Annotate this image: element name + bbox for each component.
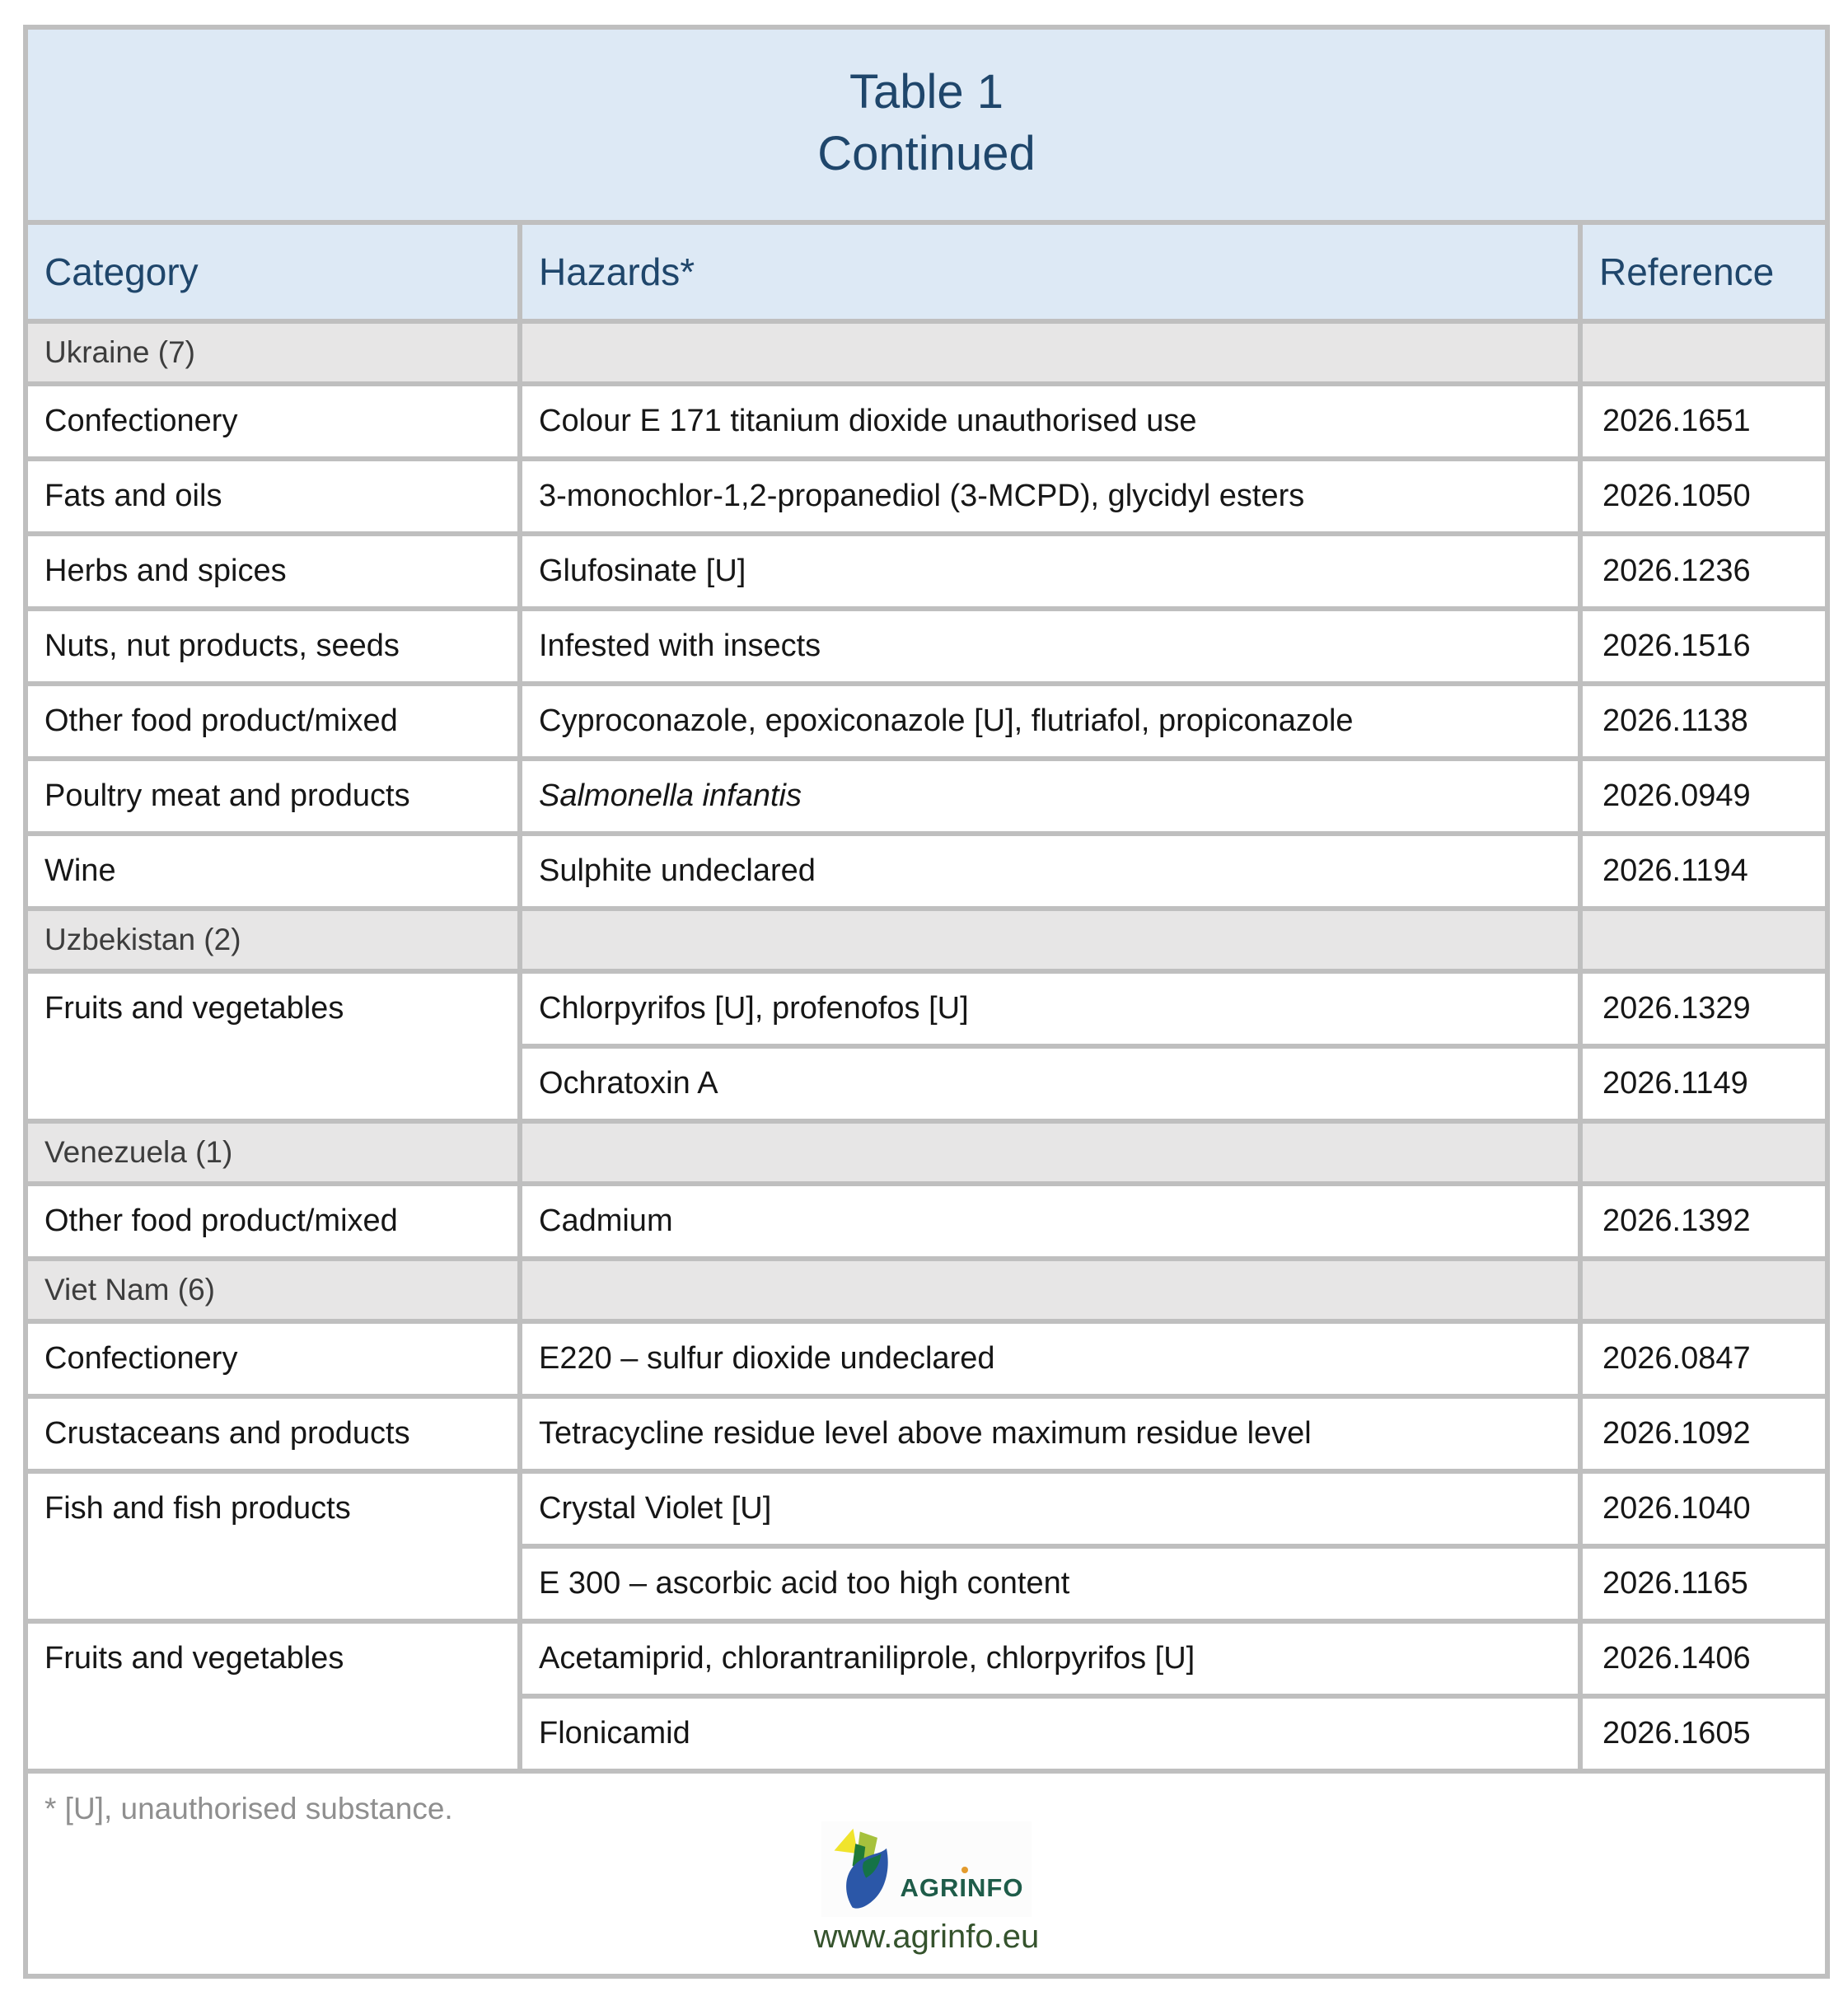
reference-cell: 2026.0847 <box>1577 1318 1831 1399</box>
hazard-cell: Cadmium <box>517 1180 1583 1261</box>
category-cell: Herbs and spices <box>23 531 522 611</box>
agrinfo-brand-text: AGRINFO <box>901 1866 1024 1900</box>
footnote: * [U], unauthorised substance. <box>44 1791 453 1825</box>
agrinfo-logo-icon <box>834 1828 888 1909</box>
section-empty-reference <box>1577 905 1831 974</box>
section-label: Viet Nam (6) <box>23 1255 522 1324</box>
hazard-cell: Chlorpyrifos [U], profenofos [U] <box>517 968 1583 1049</box>
category-cell: Other food product/mixed <box>23 680 522 761</box>
hazard-cell: Crystal Violet [U] <box>517 1468 1583 1549</box>
hazard-cell: Infested with insects <box>517 605 1583 686</box>
reference-cell: 2026.1329 <box>1577 968 1831 1049</box>
category-cell: Confectionery <box>23 381 522 461</box>
table-title-line1: Table 1 <box>849 65 1004 119</box>
reference-cell: 2026.1040 <box>1577 1468 1831 1549</box>
column-header-row: Category Hazards* Reference <box>23 219 1831 324</box>
table-row: Poultry meat and products Salmonella infa… <box>23 755 1831 836</box>
table-row: Crustaceans and products Tetracycline res… <box>23 1393 1831 1474</box>
section-empty-reference <box>1577 1118 1831 1186</box>
section-empty-hazard <box>517 1118 1583 1186</box>
section-empty-hazard <box>517 318 1583 386</box>
category-cell: Nuts, nut products, seeds <box>23 605 522 686</box>
table-row: Fish and fish products Crystal Violet [U]… <box>23 1468 1831 1624</box>
category-cell: Wine <box>23 830 522 911</box>
table-row: Wine Sulphite undeclared 2026.1194 <box>23 830 1831 911</box>
reference-cell: 2026.0949 <box>1577 755 1831 836</box>
hazard-cell: Cyproconazole, epoxiconazole [U], flutri… <box>517 680 1583 761</box>
column-header-category: Category <box>23 219 522 324</box>
brand-i-dot-icon <box>961 1866 968 1873</box>
section-label: Venezuela (1) <box>23 1118 522 1186</box>
reference-cell: 2026.1149 <box>1577 1043 1831 1124</box>
hazard-cell: E 300 – ascorbic acid too high content <box>517 1543 1583 1624</box>
category-cell: Fruits and vegetables <box>23 1618 522 1774</box>
table-row: Confectionery Colour E 171 titanium dioxi… <box>23 381 1831 461</box>
table-title: Table 1 Continued <box>22 25 1831 225</box>
column-header-hazards: Hazards* <box>517 219 1583 324</box>
section-label: Uzbekistan (2) <box>23 905 522 974</box>
section-row: Uzbekistan (2) <box>23 905 1831 974</box>
hazard-cell: Glufosinate [U] <box>517 531 1583 611</box>
table-footer-row: * [U], unauthorised substance. AGRINFO <box>22 1768 1831 1979</box>
reference-cell: 2026.1605 <box>1577 1693 1831 1774</box>
table-title-line2: Continued <box>817 127 1036 181</box>
table-row: Fruits and vegetables Chlorpyrifos [U], p… <box>23 968 1831 1124</box>
section-empty-hazard <box>517 1255 1583 1324</box>
reference-cell: 2026.1236 <box>1577 531 1831 611</box>
table-row: E 300 – ascorbic acid too high content 20… <box>26 1543 1831 1624</box>
table-body: Ukraine (7) Confectionery Colour E 171 tit… <box>23 318 1831 1774</box>
hazard-cell: Ochratoxin A <box>517 1043 1583 1124</box>
hazards-table: Table 1 Continued Category Hazards* Refe… <box>22 25 1831 1979</box>
reference-cell: 2026.1092 <box>1577 1393 1831 1474</box>
agrinfo-url: www.agrinfo.eu <box>813 1918 1040 1955</box>
reference-cell: 2026.1392 <box>1577 1180 1831 1261</box>
hazard-cell: 3-monochlor-1,2-propanediol (3-MCPD), gl… <box>517 456 1583 536</box>
category-cell: Poultry meat and products <box>23 755 522 836</box>
section-empty-hazard <box>517 905 1583 974</box>
reference-cell: 2026.1138 <box>1577 680 1831 761</box>
category-cell: Confectionery <box>23 1318 522 1399</box>
section-row: Venezuela (1) <box>23 1118 1831 1186</box>
reference-cell: 2026.1050 <box>1577 456 1831 536</box>
category-cell: Fats and oils <box>23 456 522 536</box>
table-row: Flonicamid 2026.1605 <box>26 1693 1831 1774</box>
section-label: Ukraine (7) <box>23 318 522 386</box>
agrinfo-logo: AGRINFO <box>821 1821 1032 1917</box>
section-empty-reference <box>1577 318 1831 386</box>
section-row: Ukraine (7) <box>23 318 1831 386</box>
table-row: Herbs and spices Glufosinate [U] 2026.1236 <box>23 531 1831 611</box>
section-empty-reference <box>1577 1255 1831 1324</box>
table-footer: * [U], unauthorised substance. AGRINFO <box>22 1768 1831 1979</box>
table-row: Fruits and vegetables Acetamiprid, chlora… <box>23 1618 1831 1774</box>
table-row: Other food product/mixed Cadmium 2026.1392 <box>23 1180 1831 1261</box>
table-row: Nuts, nut products, seeds Infested with i… <box>23 605 1831 686</box>
hazard-cell: Sulphite undeclared <box>517 830 1583 911</box>
category-cell: Other food product/mixed <box>23 1180 522 1261</box>
hazard-cell: E220 – sulfur dioxide undeclared <box>517 1318 1583 1399</box>
hazard-cell: Acetamiprid, chlorantraniliprole, chlorp… <box>517 1618 1583 1699</box>
category-cell: Fruits and vegetables <box>23 968 522 1124</box>
category-cell: Fish and fish products <box>23 1468 522 1624</box>
table-title-row: Table 1 Continued <box>22 25 1831 225</box>
reference-cell: 2026.1194 <box>1577 830 1831 911</box>
table-row: Confectionery E220 – sulfur dioxide undec… <box>23 1318 1831 1399</box>
reference-cell: 2026.1165 <box>1577 1543 1831 1624</box>
section-row: Viet Nam (6) <box>23 1255 1831 1324</box>
table-row: Fats and oils 3-monochlor-1,2-propanediol… <box>23 456 1831 536</box>
hazard-cell: Colour E 171 titanium dioxide unauthoris… <box>517 381 1583 461</box>
category-cell: Crustaceans and products <box>23 1393 522 1474</box>
reference-cell: 2026.1651 <box>1577 381 1831 461</box>
column-header-reference: Reference <box>1577 219 1831 324</box>
reference-cell: 2026.1516 <box>1577 605 1831 686</box>
hazard-cell: Tetracycline residue level above maximum… <box>517 1393 1583 1474</box>
hazard-cell: Salmonella infantis <box>517 755 1583 836</box>
reference-cell: 2026.1406 <box>1577 1618 1831 1699</box>
table-row: Ochratoxin A 2026.1149 <box>26 1043 1831 1124</box>
hazard-cell: Flonicamid <box>517 1693 1583 1774</box>
table-row: Other food product/mixed Cyproconazole, e… <box>23 680 1831 761</box>
agrinfo-footer: AGRINFO www.agrinfo.eu <box>44 1821 1808 1956</box>
